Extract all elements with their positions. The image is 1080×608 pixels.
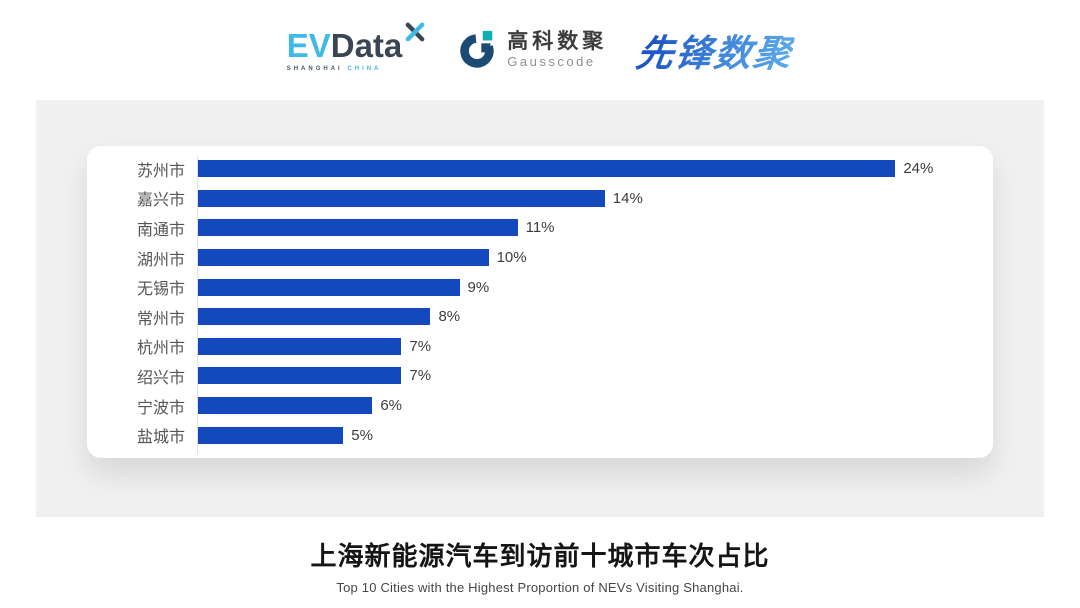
bar-category-label: 湖州市	[136, 251, 185, 269]
bar-category-label: 南通市	[136, 221, 185, 239]
bar-value-label: 24%	[903, 160, 934, 178]
stage-panel: 苏州市 24% 嘉兴市 14% 南通市 11% 湖州市 10% 无锡市 9% 常州市 8% 杭州市 7% 绍…	[36, 100, 1044, 517]
bar-track: 11%	[197, 213, 967, 243]
bar-row: 盐城市 5%	[87, 420, 967, 450]
chart-title: 上海新能源汽车到访前十城市车次占比	[310, 541, 770, 571]
bar-row: 湖州市 10%	[87, 243, 967, 273]
evdata-tagline-shanghai: SHANGHAI	[286, 65, 343, 72]
bar-track: 10%	[197, 243, 967, 273]
bar	[198, 367, 402, 385]
bar	[198, 308, 431, 326]
bar-track: 5%	[197, 420, 967, 450]
bar-value-label: 6%	[380, 397, 403, 415]
bar-category-label: 常州市	[136, 310, 185, 328]
bar	[198, 189, 605, 207]
bar-row: 宁波市 6%	[87, 391, 967, 421]
bar-value-label: 5%	[351, 426, 373, 444]
bar-chart: 苏州市 24% 嘉兴市 14% 南通市 11% 湖州市 10% 无锡市 9% 常州市 8% 杭州市 7% 绍…	[87, 154, 967, 458]
bar	[198, 337, 402, 355]
bar-value-label: 14%	[612, 189, 643, 207]
evdata-ev-text: EV	[286, 26, 331, 64]
bar-category-label: 无锡市	[136, 281, 185, 299]
bar-track: 6%	[197, 391, 967, 421]
bar-category-label: 杭州市	[136, 340, 185, 358]
evdata-logo: EV Data SHANGHAI CHINA	[286, 22, 427, 72]
bar-track: 7%	[197, 332, 967, 362]
bar-row: 嘉兴市 14%	[87, 184, 967, 214]
evdata-tagline-china: CHINA	[347, 65, 382, 72]
bar	[198, 426, 344, 444]
bar	[198, 278, 460, 296]
bar-track: 14%	[197, 184, 967, 214]
bar	[198, 397, 373, 415]
bar-value-label: 8%	[438, 308, 461, 326]
bar-row: 南通市 11%	[87, 213, 967, 243]
gausscode-g-icon	[460, 30, 494, 68]
bar-track: 8%	[197, 302, 967, 332]
pioneer-logo: 先锋数聚	[633, 23, 797, 77]
bar-value-label: 9%	[467, 278, 490, 296]
bar	[198, 219, 518, 237]
gausscode-name-en: Gausscode	[507, 53, 596, 69]
bar-category-label: 嘉兴市	[136, 192, 185, 210]
chart-card: 苏州市 24% 嘉兴市 14% 南通市 11% 湖州市 10% 无锡市 9% 常州市 8% 杭州市 7% 绍…	[87, 146, 993, 458]
gausscode-name-cn: 高科数聚	[507, 30, 608, 54]
bar-row: 常州市 8%	[87, 302, 967, 332]
chart-subtitle: Top 10 Cities with the Highest Proportio…	[336, 580, 744, 595]
logo-header: EV Data SHANGHAI CHINA 高科数聚 Gausscode 先锋数…	[0, 0, 1080, 100]
bar-value-label: 7%	[409, 337, 432, 355]
bar-track: 24%	[197, 154, 967, 184]
bar-row: 苏州市 24%	[87, 154, 967, 184]
bar	[198, 160, 896, 178]
evdata-x-icon	[405, 22, 425, 41]
bar-category-label: 绍兴市	[136, 369, 185, 387]
bar-category-label: 盐城市	[136, 429, 185, 447]
bar	[198, 249, 489, 267]
evdata-tagline: SHANGHAI CHINA	[287, 66, 427, 72]
bar-value-label: 11%	[525, 219, 555, 237]
bar-row: 杭州市 7%	[87, 332, 967, 362]
bar-value-label: 10%	[496, 249, 527, 267]
bar-value-label: 7%	[409, 367, 432, 385]
gausscode-logo: 高科数聚 Gausscode	[456, 29, 607, 71]
bar-track: 7%	[197, 361, 967, 391]
bar-row: 绍兴市 7%	[87, 361, 967, 391]
footer: 上海新能源汽车到访前十城市车次占比 Top 10 Cities with the…	[0, 536, 1080, 595]
bar-track: 9%	[197, 272, 967, 302]
evdata-data-text: Data	[330, 26, 403, 64]
bar-row: 无锡市 9%	[87, 272, 967, 302]
bar-category-label: 苏州市	[136, 162, 185, 180]
bar-category-label: 宁波市	[136, 399, 185, 417]
